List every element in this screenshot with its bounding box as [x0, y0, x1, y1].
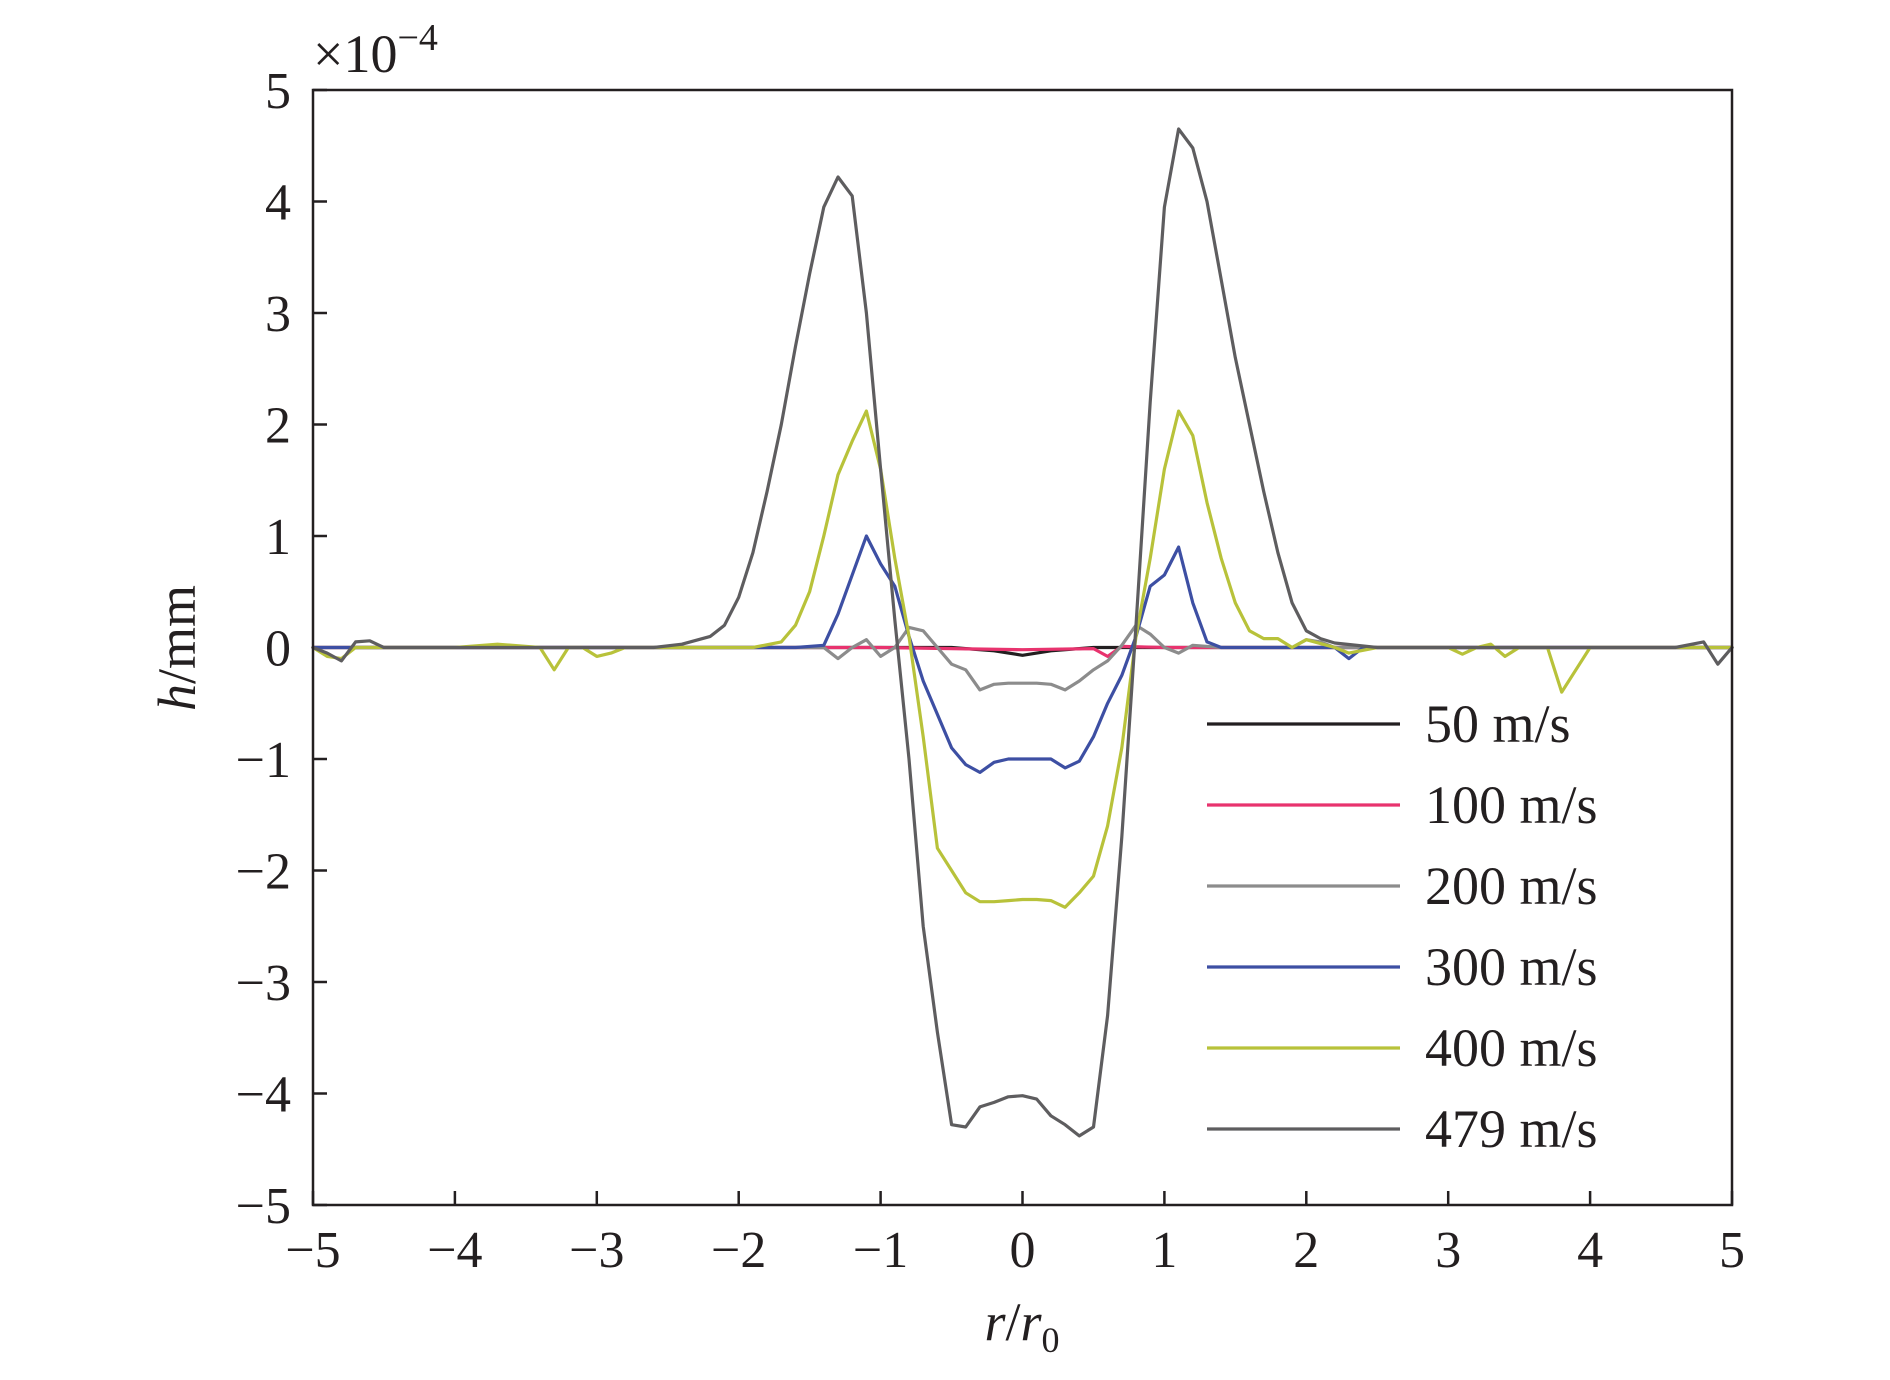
x-axis-label-den: r	[1021, 1292, 1043, 1352]
x-tick-label: −3	[569, 1222, 624, 1279]
y-tick-label: 5	[265, 63, 291, 120]
x-tick-label: −4	[427, 1222, 482, 1279]
x-tick-label: −5	[285, 1222, 340, 1279]
legend-label: 100 m/s	[1425, 775, 1598, 835]
legend-label: 479 m/s	[1425, 1099, 1598, 1159]
series-lines	[311, 127, 1734, 1138]
plot-frame	[311, 88, 1734, 1207]
y-tick-label: 0	[265, 621, 291, 678]
y-multiplier: ×10−4	[313, 17, 438, 84]
series-line-479-m-s	[311, 127, 1734, 1138]
y-multiplier-exponent: −4	[397, 17, 437, 59]
y-tick-label: −3	[236, 955, 291, 1012]
x-tick-label: 5	[1719, 1222, 1745, 1279]
y-axis-label-var: h	[147, 684, 207, 711]
x-axis-label-sep: /	[1005, 1292, 1020, 1352]
legend-label: 200 m/s	[1425, 856, 1598, 916]
x-tick-labels: −5 −4 −3 −2 −1 0 1 2 3 4 5	[285, 1222, 1745, 1279]
y-axis-label-unit: /mm	[147, 585, 207, 684]
legend-label: 300 m/s	[1425, 937, 1598, 997]
y-axis-label: h/mm	[147, 585, 207, 711]
y-tick-labels: −5 −4 −3 −2 −1 0 1 2 3 4 5	[236, 63, 291, 1235]
y-tick-label: 1	[265, 509, 291, 566]
x-axis-label-sub: 0	[1042, 1320, 1060, 1360]
y-tick-label: −4	[236, 1067, 291, 1124]
x-tick-label: 1	[1151, 1222, 1177, 1279]
x-tick-label: 3	[1435, 1222, 1461, 1279]
series-line-300-m-s	[311, 534, 1734, 774]
x-axis-label: r/r0	[984, 1292, 1059, 1360]
series-line-200-m-s	[311, 623, 1734, 692]
legend-label: 50 m/s	[1425, 694, 1571, 754]
legend: 50 m/s 100 m/s 200 m/s 300 m/s 400 m/s 479 m/…	[1207, 694, 1598, 1159]
x-tick-label: −2	[711, 1222, 766, 1279]
y-multiplier-base: ×10	[313, 24, 397, 84]
x-tick-label: −1	[853, 1222, 908, 1279]
x-tick-label: 2	[1293, 1222, 1319, 1279]
x-tick-label: 4	[1577, 1222, 1603, 1279]
y-tick-label: −2	[236, 844, 291, 901]
x-tick-label: 0	[1010, 1222, 1036, 1279]
y-tick-label: 4	[265, 175, 291, 232]
y-tick-label: −5	[236, 1178, 291, 1235]
legend-label: 400 m/s	[1425, 1018, 1598, 1078]
y-tick-label: 2	[265, 398, 291, 455]
y-tick-label: 3	[265, 286, 291, 343]
x-axis-label-var: r	[984, 1292, 1006, 1352]
y-tick-label: −1	[236, 732, 291, 789]
